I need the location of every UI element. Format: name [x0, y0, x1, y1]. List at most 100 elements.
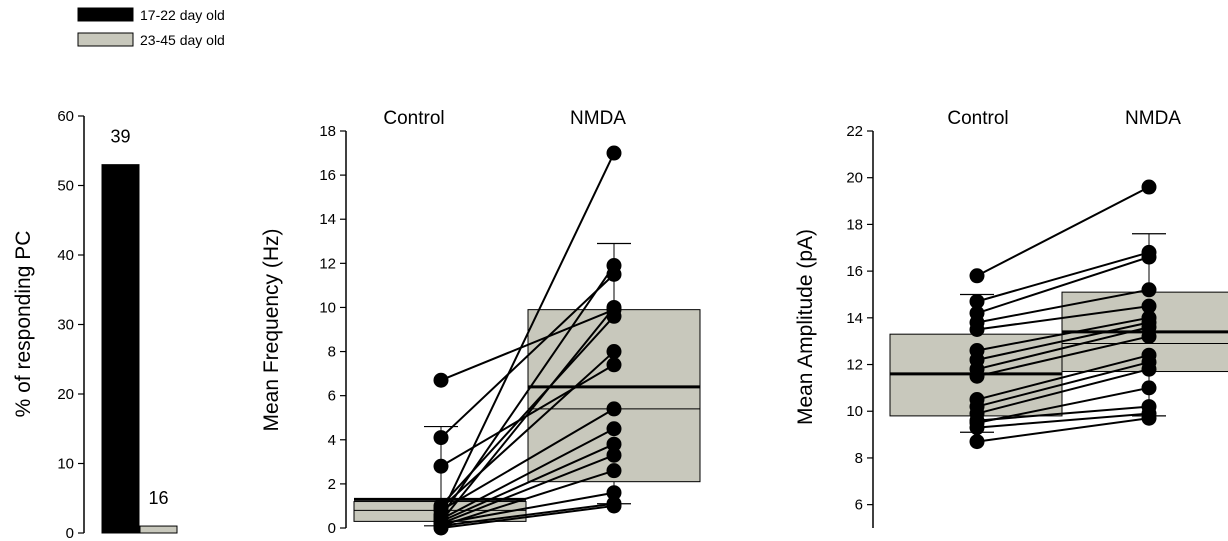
frequency-tick-label-0: 0 [328, 520, 336, 537]
frequency-pair-line-1 [440, 273, 615, 439]
frequency-point-nmda-2 [606, 357, 622, 373]
legend: 17-22 day old 23-45 day old [77, 7, 225, 48]
frequency-point-nmda-6 [606, 145, 622, 161]
frequency-pair-line-7 [440, 264, 615, 518]
bar-0 [101, 164, 140, 534]
amplitude-point-nmda-3 [1141, 282, 1157, 298]
amplitude-point-control-8 [969, 368, 985, 384]
frequency-tick-label-8: 16 [319, 167, 336, 184]
frequency-pair-line-13 [440, 491, 615, 525]
amplitude-tick-label-3: 12 [846, 357, 863, 374]
bar-chart-tick-label-4: 40 [57, 247, 74, 264]
frequency-pair-line-10 [440, 454, 615, 525]
amplitude-condition-nmda: NMDA [1125, 108, 1181, 129]
legend-swatch-0 [77, 7, 134, 22]
amplitude-y-title: Mean Amplitude (pA) [794, 229, 817, 425]
bar-data-label-1: 16 [148, 488, 168, 508]
frequency-point-nmda-12 [606, 299, 622, 315]
amplitude-tick-label-4: 14 [846, 310, 863, 327]
bar-chart-y-title: % of responding PC [12, 231, 35, 418]
amplitude-pair-line-0 [976, 186, 1150, 277]
amplitude-point-nmda-15 [1141, 380, 1157, 396]
frequency-pair-line-9 [440, 443, 615, 523]
frequency-pair-line-0 [440, 308, 615, 382]
frequency-condition-nmda: NMDA [570, 108, 626, 129]
amplitude-point-nmda-2 [1141, 249, 1157, 265]
frequency-point-control-1 [433, 430, 449, 446]
amplitude-pair-line-5 [976, 316, 1150, 352]
amplitude-point-nmda-11 [1141, 361, 1157, 377]
frequency-y-title: Mean Frequency (Hz) [260, 228, 283, 431]
amplitude-pair-line-12 [976, 405, 1150, 422]
amplitude-point-control-15 [969, 415, 985, 431]
amplitude-point-nmda-14 [1141, 410, 1157, 426]
bar-chart-tick-label-3: 30 [57, 317, 74, 334]
legend-label-0: 17-22 day old [140, 7, 225, 23]
bar-1 [139, 525, 178, 534]
frequency-point-control-15 [433, 520, 449, 536]
bar-chart-panel: % of responding PC 0 10 20 30 40 50 60 39 16 [12, 108, 178, 541]
amplitude-tick-label-5: 16 [846, 263, 863, 280]
frequency-condition-control: Control [383, 108, 444, 129]
frequency-point-nmda-7 [606, 258, 622, 274]
amplitude-chart-panel: Mean Amplitude (pA) Control NMDA 6 8 10 12 1… [794, 108, 1228, 528]
amplitude-point-nmda-4 [1141, 298, 1157, 314]
frequency-pair-line-8 [440, 427, 615, 521]
amplitude-condition-control: Control [947, 108, 1008, 129]
frequency-pair-line-11 [440, 469, 615, 527]
amplitude-point-control-1 [969, 293, 985, 309]
amplitude-pair-line-1 [976, 251, 1150, 303]
amplitude-pair-line-15 [976, 386, 1150, 424]
frequency-tick-label-3: 6 [328, 388, 336, 405]
frequency-point-nmda-8 [606, 421, 622, 437]
frequency-pair-line-15 [440, 504, 615, 529]
frequency-tick-label-7: 14 [319, 211, 336, 228]
frequency-tick-label-9: 18 [319, 123, 336, 140]
bar-chart-tick-label-2: 20 [57, 386, 74, 403]
amplitude-pair-line-10 [976, 361, 1150, 408]
bar-chart-tick-label-6: 60 [57, 108, 74, 125]
amplitude-point-control-14 [969, 434, 985, 450]
frequency-tick-label-1: 2 [328, 476, 336, 493]
amplitude-pair-line-4 [976, 305, 1150, 331]
bar-chart-tick-label-5: 50 [57, 178, 74, 195]
amplitude-pair-line-3 [976, 288, 1150, 324]
frequency-chart-panel: Mean Frequency (Hz) Control NMDA 0 2 4 6 8 10… [260, 108, 701, 537]
amplitude-tick-label-1: 8 [855, 450, 863, 467]
amplitude-tick-label-7: 20 [846, 170, 863, 187]
legend-label-1: 23-45 day old [140, 32, 225, 48]
frequency-point-control-0 [433, 372, 449, 388]
frequency-point-nmda-15 [606, 498, 622, 514]
legend-swatch-1 [77, 32, 134, 47]
frequency-point-nmda-4 [606, 344, 622, 360]
frequency-pair-line-4 [440, 350, 615, 509]
amplitude-pair-line-13 [976, 412, 1150, 429]
bar-chart-tick-label-1: 10 [57, 456, 74, 473]
amplitude-tick-label-6: 18 [846, 216, 863, 233]
frequency-tick-label-2: 4 [328, 432, 336, 449]
frequency-tick-label-4: 8 [328, 344, 336, 361]
frequency-pair-line-6 [440, 152, 615, 516]
amplitude-pair-line-6 [976, 321, 1150, 361]
amplitude-pair-line-9 [976, 354, 1150, 401]
frequency-point-control-2 [433, 458, 449, 474]
frequency-point-nmda-11 [606, 463, 622, 479]
amplitude-tick-label-0: 6 [855, 497, 863, 514]
amplitude-pair-line-2 [976, 256, 1150, 315]
frequency-pair-line-5 [440, 408, 615, 512]
amplitude-point-nmda-0 [1141, 179, 1157, 195]
amplitude-point-control-0 [969, 268, 985, 284]
amplitude-point-control-4 [969, 322, 985, 337]
frequency-point-nmda-13 [606, 485, 622, 501]
bar-data-label-0: 39 [110, 127, 130, 147]
frequency-point-nmda-9 [606, 436, 622, 452]
frequency-pair-line-12 [440, 306, 615, 523]
amplitude-point-nmda-8 [1141, 329, 1157, 345]
frequency-point-nmda-10 [606, 447, 622, 463]
amplitude-pair-line-11 [976, 368, 1150, 415]
amplitude-pair-line-8 [976, 335, 1150, 378]
amplitude-tick-label-8: 22 [846, 123, 863, 140]
frequency-point-nmda-5 [606, 401, 622, 417]
frequency-tick-label-5: 10 [319, 299, 336, 316]
